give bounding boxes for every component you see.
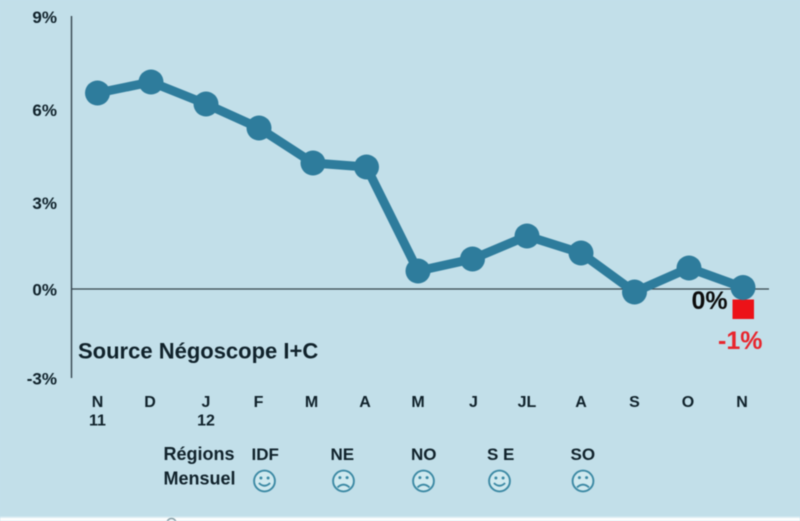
svg-text:-3%: -3% xyxy=(27,370,57,389)
svg-text:J: J xyxy=(202,394,211,411)
svg-text:JL: JL xyxy=(518,394,537,411)
svg-text:J: J xyxy=(469,394,478,411)
svg-text:IDF: IDF xyxy=(252,445,279,464)
svg-text:-1%: -1% xyxy=(718,327,762,355)
svg-text:D: D xyxy=(144,394,156,411)
svg-text:NE: NE xyxy=(331,445,355,464)
svg-text:M: M xyxy=(411,394,424,411)
svg-text:0%: 0% xyxy=(32,281,57,300)
svg-text:M: M xyxy=(305,394,318,411)
svg-text:11: 11 xyxy=(89,413,106,430)
svg-text:O: O xyxy=(682,394,694,411)
svg-text:A: A xyxy=(575,394,587,411)
svg-text:N: N xyxy=(92,394,104,411)
svg-text:NO: NO xyxy=(411,445,437,464)
svg-text:N: N xyxy=(736,394,748,411)
svg-text:Source Négoscope I+C: Source Négoscope I+C xyxy=(78,339,318,364)
svg-text:A: A xyxy=(359,394,371,411)
svg-text:9%: 9% xyxy=(32,8,57,27)
svg-text:6%: 6% xyxy=(32,101,57,120)
svg-text:S E: S E xyxy=(487,445,514,464)
svg-text:Mensuel: Mensuel xyxy=(164,469,236,489)
svg-text:12: 12 xyxy=(197,413,215,430)
svg-text:0%: 0% xyxy=(692,287,728,315)
svg-text:Régions: Régions xyxy=(164,444,235,464)
svg-text:SO: SO xyxy=(571,445,596,464)
svg-text:F: F xyxy=(254,394,264,411)
svg-text:S: S xyxy=(629,394,640,411)
svg-text:3%: 3% xyxy=(32,194,57,213)
